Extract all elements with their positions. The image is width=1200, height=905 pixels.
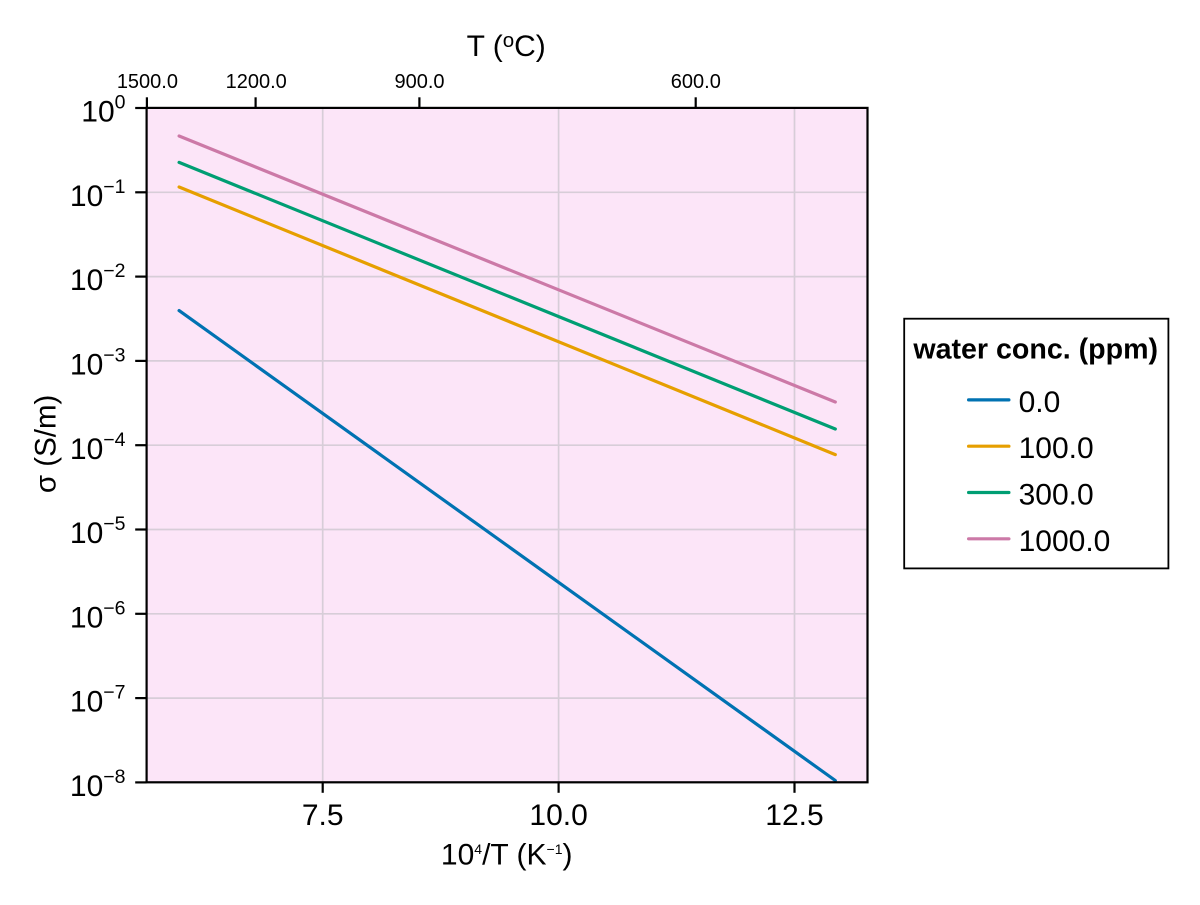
svg-text:1000.0: 1000.0 (1019, 525, 1111, 558)
svg-text:water conc. (ppm): water conc. (ppm) (912, 334, 1158, 366)
svg-text:300.0: 300.0 (1019, 479, 1094, 512)
svg-text:900.0: 900.0 (394, 71, 444, 93)
svg-text:σ (S/m): σ (S/m) (30, 395, 63, 494)
svg-text:10−7: 10−7 (70, 682, 126, 719)
svg-text:600.0: 600.0 (671, 71, 721, 93)
svg-text:1500.0: 1500.0 (117, 71, 178, 93)
svg-text:12.5: 12.5 (765, 799, 823, 832)
svg-text:1200.0: 1200.0 (226, 71, 287, 93)
svg-text:10.0: 10.0 (529, 799, 587, 832)
svg-text:0.0: 0.0 (1019, 386, 1061, 419)
svg-text:100.0: 100.0 (1019, 432, 1094, 465)
svg-text:10−2: 10−2 (70, 260, 126, 297)
svg-text:7.5: 7.5 (302, 799, 344, 832)
svg-text:104/T (K−1): 104/T (K−1) (441, 838, 573, 871)
